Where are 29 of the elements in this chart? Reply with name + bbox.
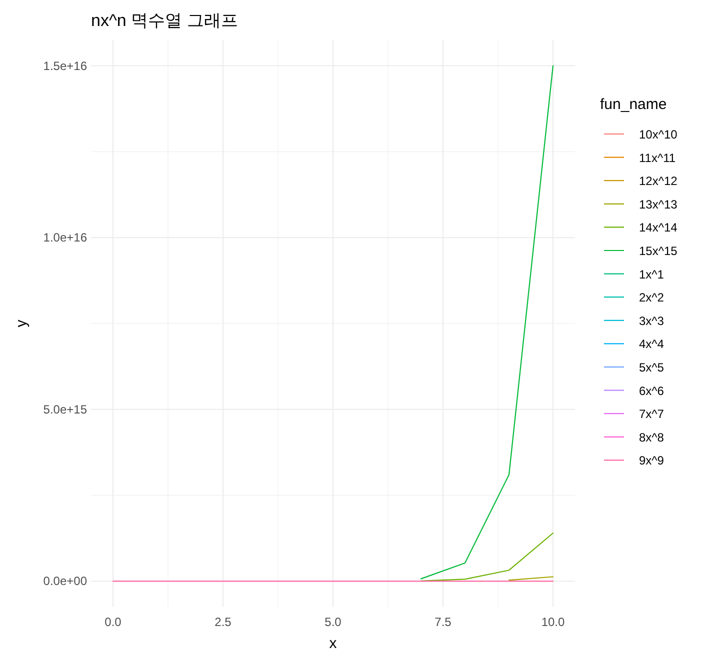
line-series — [420, 532, 554, 582]
x-tick-label: 0.0 — [104, 615, 122, 629]
legend-label: 13x^13 — [639, 197, 678, 212]
y-tick-label: 0.0e+00 — [43, 574, 88, 588]
legend-label: 10x^10 — [639, 128, 678, 142]
legend-label: 3x^3 — [639, 314, 664, 328]
legend-label: 15x^15 — [639, 244, 678, 258]
y-tick-label: 5.0e+15 — [43, 402, 88, 416]
legend-label: 7x^7 — [639, 407, 664, 422]
x-tick-label: 5.0 — [324, 615, 342, 629]
legend-label: 14x^14 — [639, 220, 678, 235]
legend-label: 4x^4 — [639, 337, 664, 352]
legend-title: fun_name — [600, 96, 667, 113]
x-tick-label: 7.5 — [434, 615, 452, 629]
x-tick-label: 10.0 — [541, 615, 565, 629]
legend-label: 6x^6 — [639, 384, 664, 398]
y-axis-title: y — [13, 319, 30, 328]
legend-label: 12x^12 — [639, 174, 678, 188]
legend-label: 5x^5 — [639, 360, 664, 374]
legend-label: 2x^2 — [639, 290, 664, 305]
chart-title: nx^n 멱수열 그래프 — [91, 11, 238, 30]
legend-label: 9x^9 — [639, 454, 664, 468]
y-tick-label: 1.5e+16 — [43, 58, 88, 73]
legend-label: 11x^11 — [639, 150, 676, 165]
legend-label: 8x^8 — [639, 430, 664, 444]
y-tick-label: 1.0e+16 — [43, 230, 88, 245]
legend-label: 1x^1 — [639, 267, 664, 282]
x-axis-title: x — [329, 635, 338, 652]
x-tick-label: 2.5 — [214, 615, 232, 629]
